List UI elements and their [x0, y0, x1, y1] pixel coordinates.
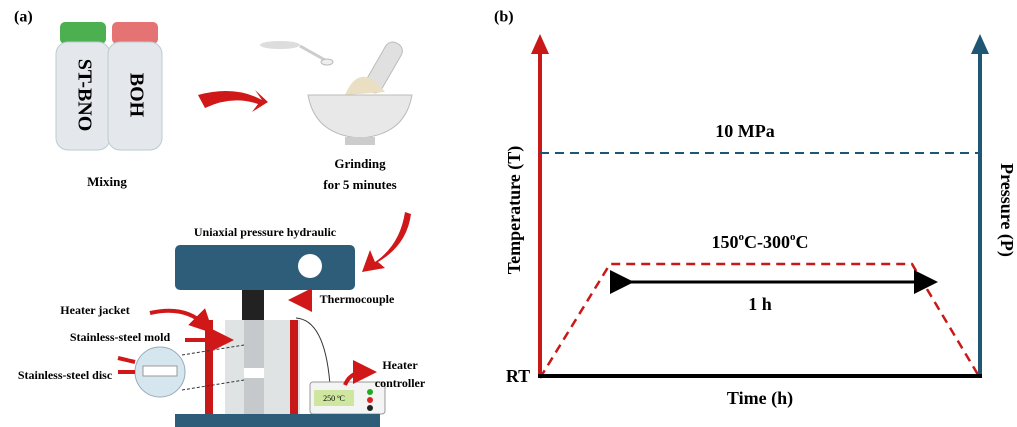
bottle-label: BOH: [125, 73, 147, 118]
bottle-label: ST-BNO: [73, 59, 95, 132]
panel-a: (a) ST-BNO BOH Mixing Grinding for 5 min…: [14, 9, 426, 427]
pressure-label: 10 MPa: [715, 121, 774, 141]
arrow: [362, 212, 411, 272]
mortar: [260, 39, 412, 145]
step-label: Grinding: [334, 156, 386, 171]
y-axis-label: Temperature (T): [504, 146, 525, 274]
part-label: Heater jacket: [60, 303, 129, 317]
origin-label: RT: [506, 366, 530, 386]
part-label: controller: [375, 376, 426, 390]
part-label: Stainless-steel disc: [18, 368, 113, 382]
display-text: 250 ºC: [323, 394, 345, 403]
step-label: for 5 minutes: [323, 177, 396, 192]
part-label: Stainless-steel mold: [70, 330, 171, 344]
wire: [296, 318, 330, 385]
panel-label: (b): [494, 9, 514, 26]
hydraulic: [175, 245, 355, 290]
gauge: [298, 254, 322, 278]
heater: [205, 320, 213, 415]
step-label: Mixing: [87, 174, 127, 189]
disc: [244, 368, 264, 378]
panel-b: (b) 10 MPa 150oC-300oC 1 h Temperature (…: [494, 9, 1017, 409]
heater: [290, 320, 298, 415]
mold-core: [244, 320, 264, 415]
duration-label: 1 h: [748, 294, 772, 314]
x-axis-label: Time (h): [727, 388, 793, 409]
temperature-label: 150oC-300oC: [712, 231, 809, 253]
figure: (a) ST-BNO BOH Mixing Grinding for 5 min…: [0, 0, 1017, 427]
y-axis-label: Pressure (P): [996, 163, 1017, 257]
press-title: Uniaxial pressure hydraulic: [194, 225, 337, 239]
panel-label: (a): [14, 9, 33, 26]
base: [175, 414, 380, 427]
arrow: [198, 90, 268, 112]
piston: [242, 290, 264, 320]
part-label: Thermocouple: [320, 292, 395, 306]
part-label: Heater: [382, 358, 418, 372]
